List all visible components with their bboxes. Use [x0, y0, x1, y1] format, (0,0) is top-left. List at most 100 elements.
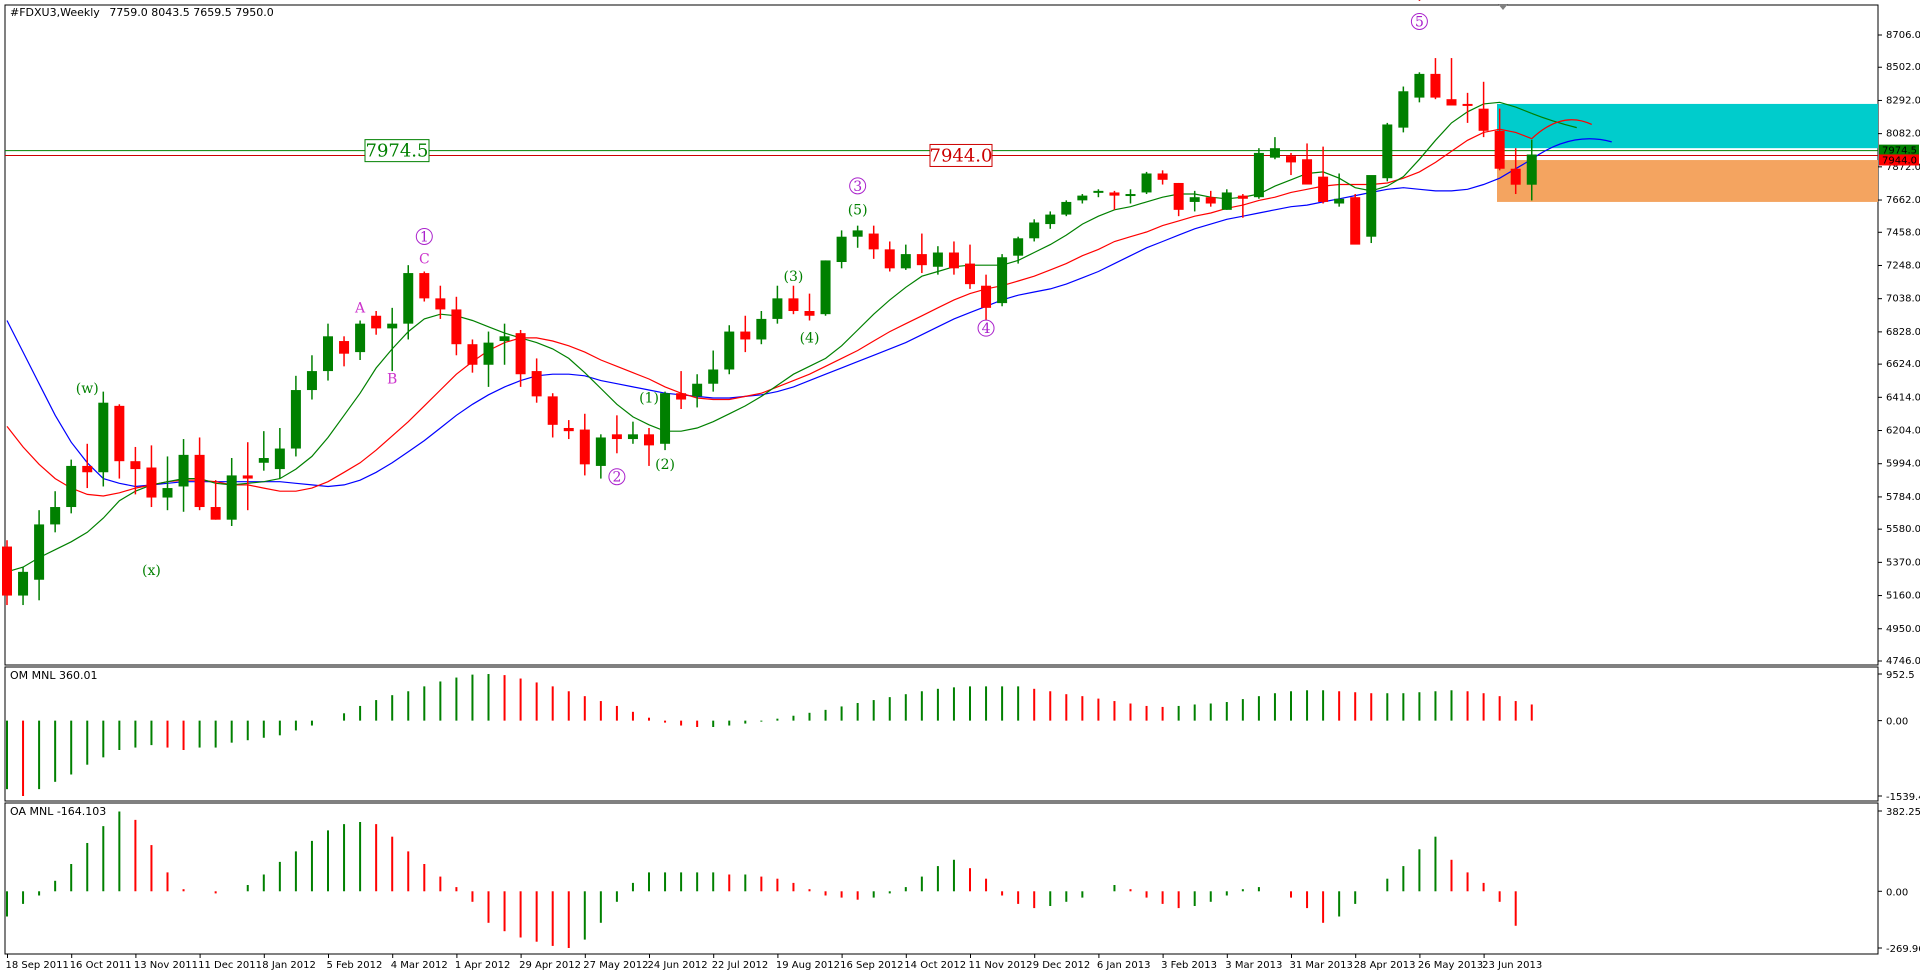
- candle-body: [323, 336, 333, 372]
- price-tick-label: 4950.0: [1886, 624, 1920, 635]
- candle-body: [692, 383, 703, 397]
- candle-body: [900, 254, 911, 269]
- date-label: 28 Apr 2013: [1354, 960, 1416, 971]
- date-label: 14 Oct 2012: [904, 960, 966, 971]
- candle-body: [339, 341, 350, 354]
- candle-body: [965, 263, 975, 285]
- date-label: 6 Jan 2013: [1097, 960, 1151, 971]
- osc1-pane[interactable]: [4, 666, 1879, 802]
- target-zones: [1497, 103, 1878, 202]
- wave-circle: [849, 177, 867, 195]
- date-label: 9 Dec 2012: [1033, 960, 1091, 971]
- price-tick-label: 5160.0: [1886, 591, 1920, 602]
- candle-body: [1173, 182, 1184, 210]
- date-label: 8 Jan 2012: [262, 960, 316, 971]
- candle-body: [820, 260, 831, 315]
- candle-body: [1157, 173, 1168, 180]
- date-label: 3 Feb 2013: [1161, 960, 1217, 971]
- green-price-badge: [1879, 144, 1919, 156]
- date-label: 4 Mar 2012: [391, 960, 448, 971]
- wave-circle: [415, 227, 433, 245]
- candle-body: [1366, 175, 1377, 237]
- candle-body: [804, 311, 815, 316]
- wave-label: (x): [142, 563, 161, 579]
- candle-body: [114, 405, 125, 462]
- candle-body: [130, 461, 141, 470]
- candle-body: [772, 298, 783, 319]
- price-pane[interactable]: [4, 4, 1879, 666]
- red-price-badge-text: 7944.0: [1882, 155, 1917, 166]
- price-tick-label: 7038.0: [1886, 294, 1920, 305]
- candle-body: [274, 448, 285, 470]
- candle-body: [1109, 192, 1120, 196]
- candle-body: [788, 298, 799, 312]
- wave-label: (2): [655, 457, 675, 473]
- candle-body: [916, 254, 927, 266]
- candle-body: [1205, 197, 1216, 204]
- price-tick-label: 5994.0: [1886, 459, 1920, 470]
- wave-label: 5: [1415, 14, 1424, 30]
- horizontal-levels: 7974.5 7944.0: [5, 139, 1878, 167]
- osc2-label: OA MNL -164.103: [10, 805, 106, 818]
- candle-body: [660, 393, 671, 444]
- candle-body: [1029, 222, 1040, 239]
- candle-body: [1510, 168, 1521, 185]
- candle-body: [1526, 154, 1537, 185]
- candle-body: [18, 571, 29, 596]
- osc-tick-label: -269.96: [1886, 944, 1920, 955]
- candle-body: [1045, 214, 1056, 225]
- candle-body: [997, 257, 1008, 304]
- candle-body: [932, 252, 943, 267]
- wave-label: 2: [612, 470, 621, 486]
- candle-body: [1302, 159, 1313, 185]
- date-label: 27 May 2012: [583, 960, 648, 971]
- green-level-label: 7974.5: [366, 141, 429, 162]
- osc1-label: OM MNL 360.01: [10, 669, 97, 682]
- candle-body: [387, 323, 398, 329]
- red-price-badge: [1879, 154, 1919, 166]
- candle-body: [146, 467, 157, 498]
- price-tick-label: 5370.0: [1886, 557, 1920, 568]
- price-tick-label: 6414.0: [1886, 392, 1920, 403]
- candle-body: [836, 236, 847, 263]
- candle-body: [1478, 108, 1489, 131]
- candle-body: [467, 344, 478, 365]
- candle-body: [210, 507, 221, 520]
- candle-body: [579, 429, 590, 465]
- chevron-down-icon[interactable]: [1498, 4, 1508, 10]
- price-tick-label: 6204.0: [1886, 426, 1920, 437]
- ma_blue-ext: [1531, 138, 1612, 160]
- candle-body: [1237, 195, 1248, 199]
- price-tick-label: 6624.0: [1886, 359, 1920, 370]
- candle-body: [82, 465, 93, 473]
- candle-body: [1253, 152, 1264, 198]
- green-level-box: [364, 139, 430, 163]
- candle-body: [756, 318, 767, 340]
- wave-label: 4: [982, 321, 991, 337]
- price-axis: 8706.0 8502.0 8292.0 8082.0 7872.0 7662.0 7458…: [1878, 30, 1920, 667]
- wave-label: 3: [853, 179, 862, 195]
- date-label: 3 Mar 2013: [1225, 960, 1282, 971]
- osc-tick-label: 382.252: [1886, 807, 1920, 818]
- osc-tick-label: -1539.42: [1886, 792, 1920, 803]
- candle-body: [1382, 124, 1393, 179]
- candle-body: [708, 369, 719, 384]
- candle-body: [178, 454, 189, 487]
- osc-tick-label: 952.5: [1886, 670, 1915, 681]
- date-label: 11 Dec 2011: [198, 960, 262, 971]
- wave-label: 1: [420, 229, 429, 245]
- candle-body: [66, 465, 77, 508]
- candle-body: [1398, 91, 1409, 128]
- date-label: 26 May 2013: [1418, 960, 1483, 971]
- wave-label: (1): [639, 391, 659, 407]
- candle-body: [1430, 73, 1441, 98]
- osc2-pane[interactable]: [4, 802, 1879, 955]
- candle-body: [242, 475, 253, 479]
- symbol-label: #FDXU3,Weekly 7759.0 8043.5 7659.5 7950.…: [10, 6, 274, 19]
- price-tick-label: 7248.0: [1886, 260, 1920, 271]
- wave-circle: [1410, 12, 1428, 30]
- candle-body: [547, 396, 558, 425]
- date-label: 22 Jul 2012: [712, 960, 769, 971]
- candle-body: [1093, 190, 1104, 193]
